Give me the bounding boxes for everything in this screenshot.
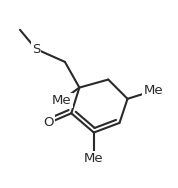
Text: S: S	[32, 42, 40, 55]
Text: Me: Me	[84, 152, 104, 165]
Text: Me: Me	[143, 84, 163, 97]
Text: Me: Me	[52, 94, 72, 107]
Text: O: O	[44, 116, 54, 129]
